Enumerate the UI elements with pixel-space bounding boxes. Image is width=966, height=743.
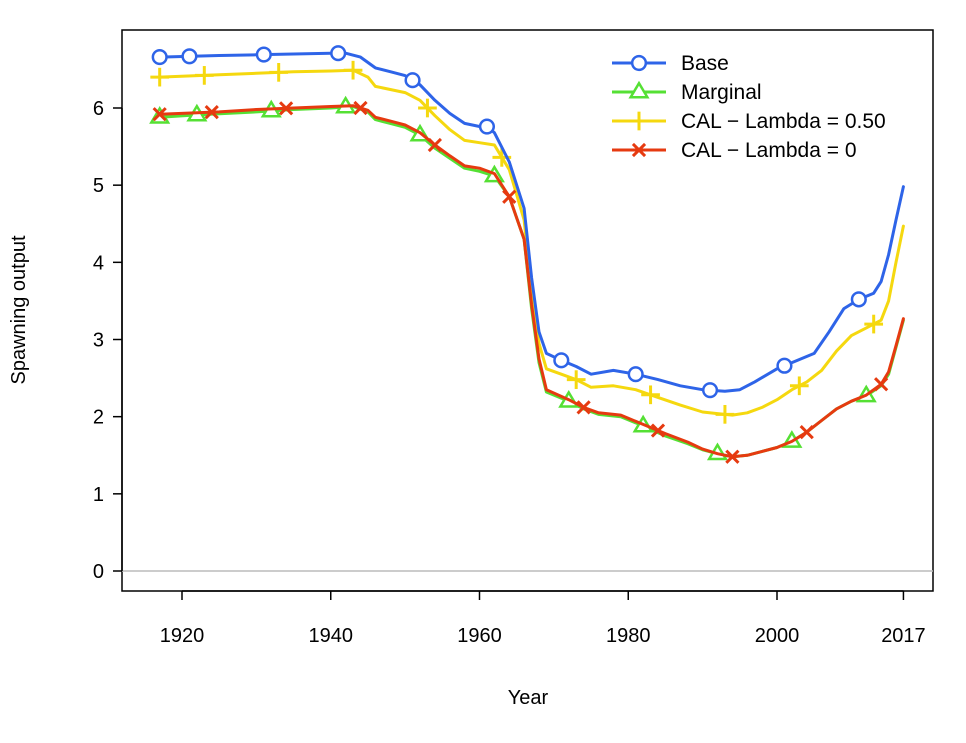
circle-marker	[330, 45, 347, 62]
x-tick-label: 1980	[606, 625, 651, 647]
y-tick-label: 2	[93, 407, 104, 429]
y-tick-label: 3	[93, 330, 104, 352]
circle-marker	[181, 48, 198, 65]
cross-marker-b	[427, 137, 442, 153]
series-line	[158, 51, 905, 393]
y-tick-label: 6	[93, 98, 104, 120]
cross-marker-b	[874, 377, 889, 392]
cross-marker-b	[353, 100, 368, 116]
y-axis: 0 1 2 3 4 5 6	[93, 98, 123, 583]
y-tick-label: 1	[93, 484, 104, 506]
circle-marker	[151, 49, 168, 66]
circle-marker	[776, 357, 793, 374]
cross-marker-b	[799, 424, 814, 440]
cross-marker-b	[279, 101, 294, 116]
cross-marker-b	[204, 105, 219, 120]
series-plus	[150, 60, 905, 424]
legend: Base Marginal CAL − Lambda = 0.50 CAL − Lam…	[612, 52, 886, 162]
legend-label: Base	[681, 52, 729, 75]
series-circle	[151, 45, 905, 399]
circle-marker	[627, 366, 644, 383]
x-tick-label: 1960	[457, 625, 502, 647]
y-tick-label: 4	[93, 252, 104, 274]
legend-label: CAL − Lambda = 0	[681, 139, 857, 162]
x-tick-label: 1940	[309, 625, 354, 647]
x-axis-title: Year	[508, 687, 549, 709]
circle-marker	[478, 118, 496, 135]
y-tick-label: 5	[93, 175, 104, 197]
cross-marker-b	[725, 449, 740, 464]
x-tick-label: 2000	[755, 625, 800, 647]
cross-marker-b	[650, 423, 666, 438]
cross-marker-b	[152, 107, 167, 122]
legend-label: CAL − Lambda = 0.50	[681, 110, 886, 133]
series-cross	[152, 100, 905, 464]
cross-marker-b	[631, 142, 647, 158]
cross-marker-b	[502, 189, 517, 204]
legend-label: Marginal	[681, 81, 762, 104]
circle-marker	[404, 72, 421, 89]
triangle-marker	[628, 80, 650, 99]
y-tick-label: 0	[93, 561, 104, 583]
cross-marker-b	[576, 400, 591, 415]
x-tick-label: 1920	[160, 625, 205, 647]
y-axis-title: Spawning output	[8, 235, 30, 384]
series-line	[158, 68, 905, 417]
series-line	[158, 104, 905, 459]
x-tick-label: 2017	[881, 625, 926, 647]
series-layer	[149, 45, 905, 464]
circle-marker	[553, 352, 570, 369]
x-axis: 1920 1940 1960 1980 2000 2017	[160, 590, 926, 647]
circle-marker	[850, 291, 867, 308]
circle-marker	[255, 46, 272, 63]
circle-marker	[630, 54, 648, 72]
circle-marker	[701, 382, 719, 399]
